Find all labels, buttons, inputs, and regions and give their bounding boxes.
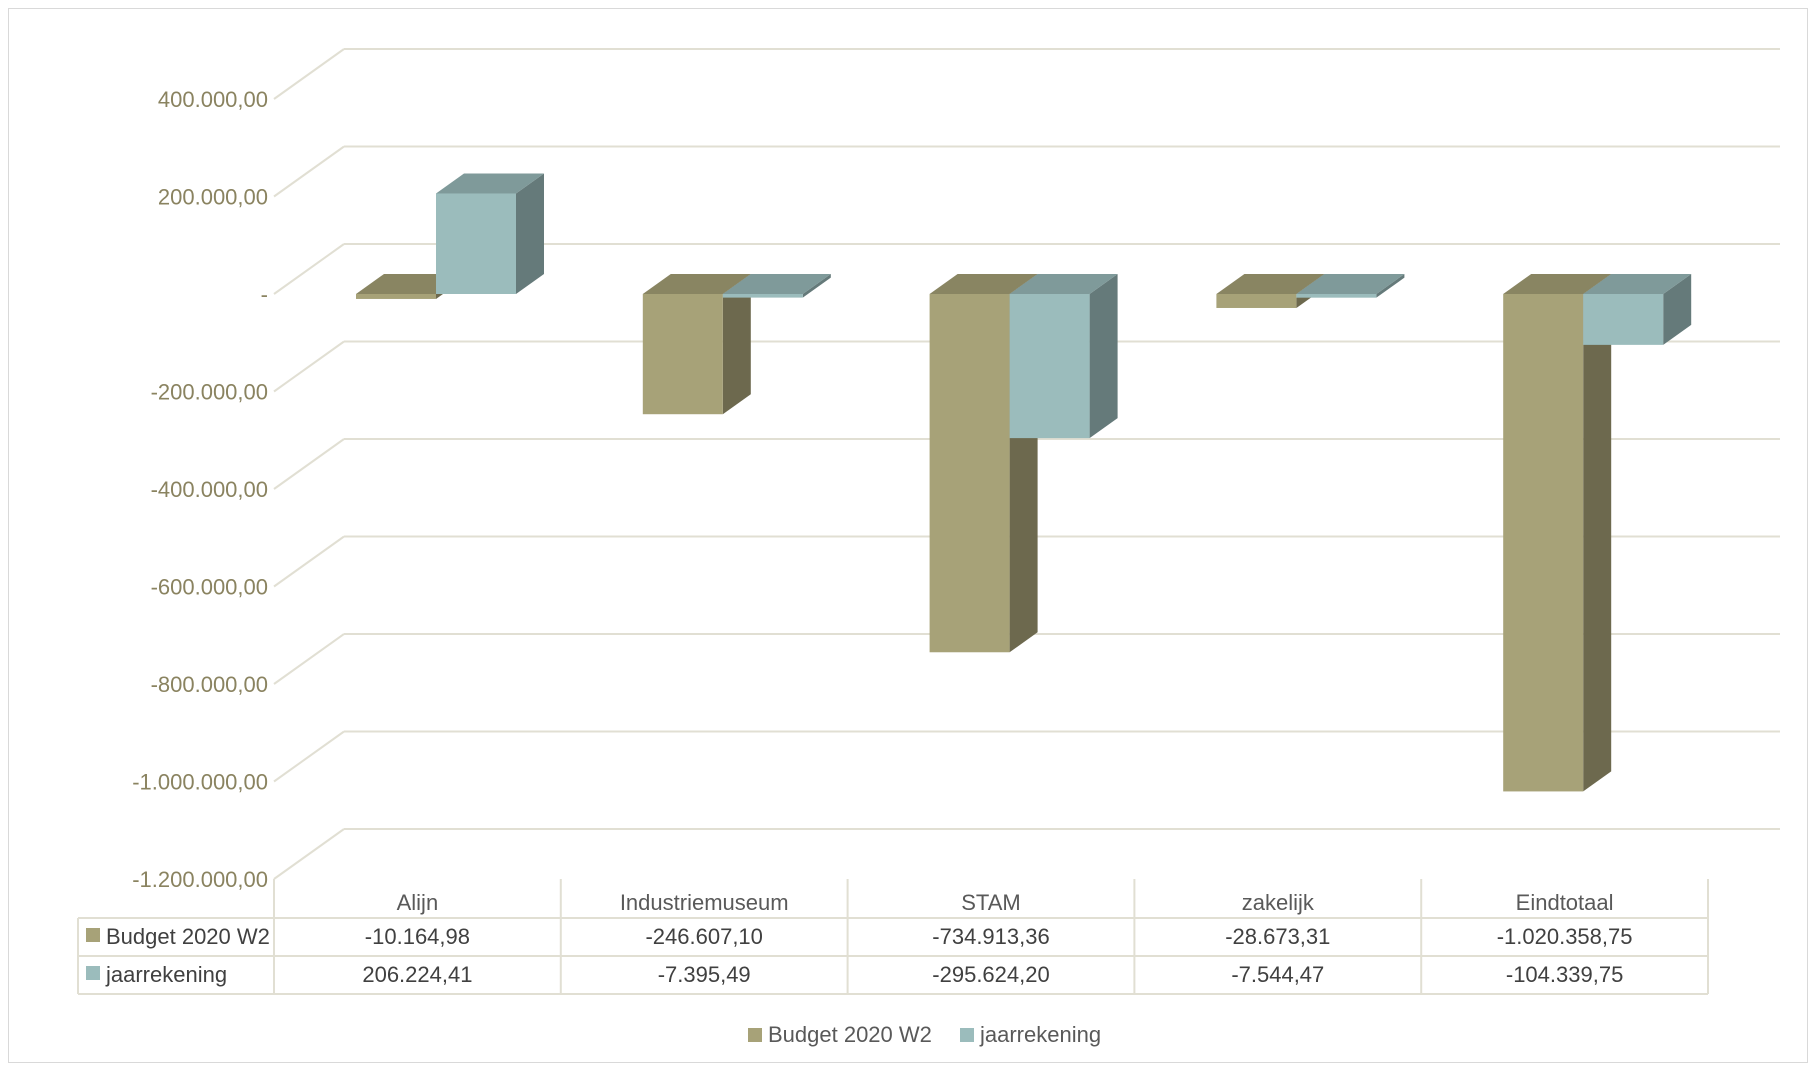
bar-top — [436, 173, 544, 194]
data-table-cell: -734.913,36 — [932, 924, 1049, 949]
bar-jaarrekening-stam — [1009, 294, 1090, 439]
bar-top — [642, 274, 751, 294]
y-tick-label: -1.200.000,00 — [132, 867, 268, 892]
bar-budget-2020-w2-stam — [929, 294, 1010, 653]
data-table-cell: -10.164,98 — [365, 924, 470, 949]
bar-side — [516, 173, 544, 294]
gridline-depth — [273, 633, 345, 685]
bar-jaarrekening-zakelijk — [1296, 294, 1377, 298]
gridline-depth — [273, 730, 345, 783]
bar-top — [1009, 274, 1118, 294]
category-label: Alijn — [397, 890, 439, 915]
category-label: Industriemuseum — [620, 890, 789, 915]
legend-key — [960, 1028, 974, 1042]
bar-side — [1376, 274, 1405, 298]
bar-side — [1663, 274, 1692, 345]
bar-top — [1216, 274, 1325, 294]
data-table-cell: -1.020.358,75 — [1497, 924, 1633, 949]
y-tick-label: -1.000.000,00 — [132, 770, 268, 795]
y-tick-label: -600.000,00 — [151, 575, 268, 600]
bar-top — [722, 274, 831, 294]
bar-side — [722, 274, 751, 415]
data-table-cell: -246.607,10 — [645, 924, 762, 949]
bar-side — [1089, 274, 1118, 439]
y-tick-label: - — [261, 282, 268, 307]
table-series-label: Budget 2020 W2 — [106, 924, 270, 949]
bar-jaarrekening-alijn — [436, 193, 516, 294]
y-tick-label: 200.000,00 — [158, 185, 268, 210]
gridline-depth — [273, 48, 345, 100]
bar-budget-2020-w2-eindtotaal — [1503, 294, 1584, 792]
bar-top — [1503, 274, 1612, 294]
legend-label: jaarrekening — [979, 1022, 1101, 1047]
bar-budget-2020-w2-alijn — [356, 294, 436, 299]
table-series-label: jaarrekening — [105, 962, 227, 987]
legend-label: Budget 2020 W2 — [768, 1022, 932, 1047]
data-table-cell: -7.544,47 — [1231, 962, 1324, 987]
table-legend-key — [86, 966, 100, 980]
category-label: zakelijk — [1242, 890, 1315, 915]
bar-side — [802, 274, 831, 298]
gridline-depth — [273, 438, 345, 490]
y-tick-label: -800.000,00 — [151, 672, 268, 697]
bar-top — [1583, 274, 1692, 294]
bar-budget-2020-w2-industriemuseum — [642, 294, 723, 415]
data-table-cell: -7.395,49 — [658, 962, 751, 987]
legend-key — [748, 1028, 762, 1042]
data-table-cell: -295.624,20 — [932, 962, 1049, 987]
gridline-depth — [273, 535, 345, 588]
gridline-depth — [273, 340, 345, 393]
data-table-cell: -28.673,31 — [1225, 924, 1330, 949]
bar-top — [1296, 274, 1405, 294]
y-tick-label: -200.000,00 — [151, 380, 268, 405]
bar-jaarrekening-industriemuseum — [722, 294, 803, 298]
table-legend-key — [86, 928, 100, 942]
y-tick-label: -400.000,00 — [151, 477, 268, 502]
gridline-depth — [273, 145, 345, 198]
gridline-depth — [273, 828, 345, 880]
bar-side — [1583, 274, 1612, 792]
gridline-depth — [273, 243, 345, 295]
y-tick-label: 400.000,00 — [158, 87, 268, 112]
bar-jaarrekening-eindtotaal — [1583, 294, 1664, 345]
category-label: Eindtotaal — [1516, 890, 1614, 915]
category-label: STAM — [961, 890, 1020, 915]
bar-budget-2020-w2-zakelijk — [1216, 294, 1297, 308]
data-table-cell: 206.224,41 — [362, 962, 472, 987]
bar-top — [929, 274, 1038, 294]
data-table-cell: -104.339,75 — [1506, 962, 1623, 987]
